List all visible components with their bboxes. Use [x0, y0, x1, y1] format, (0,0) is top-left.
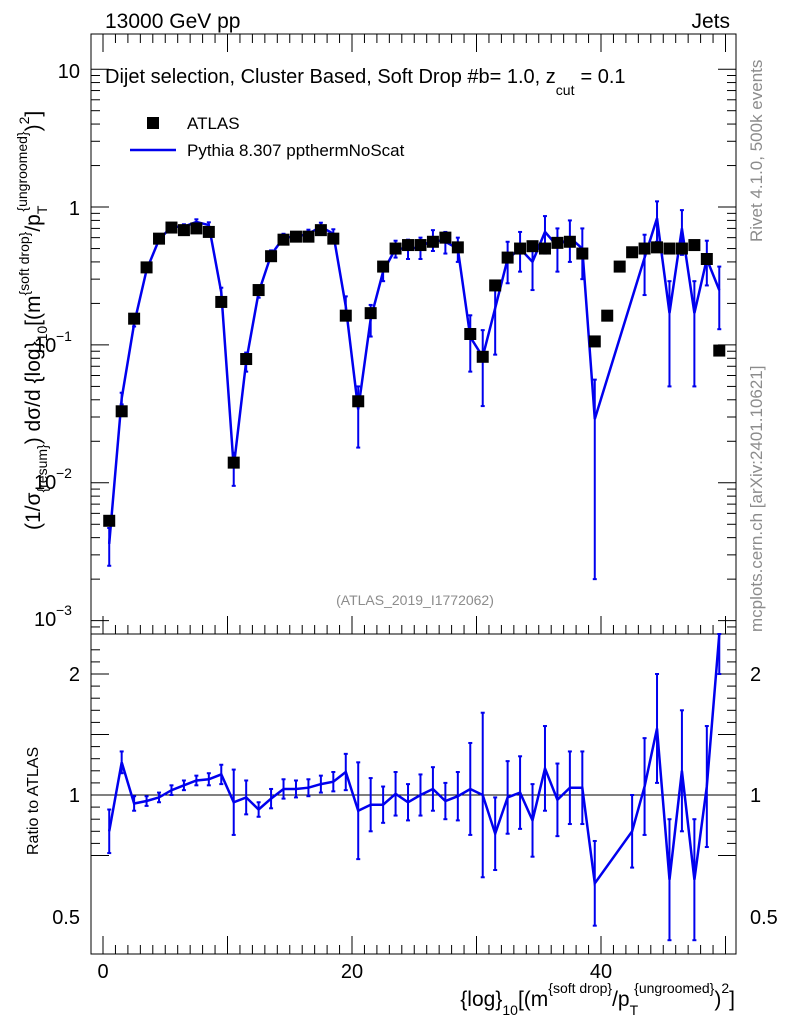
- atlas-point: [476, 350, 489, 363]
- atlas-point: [489, 279, 502, 292]
- atlas-point: [265, 250, 278, 263]
- header-jets-label: Jets: [691, 10, 730, 33]
- atlas-point: [526, 240, 539, 253]
- y-axis-label: (1/σ{resum}) dσ/d {log}10[(m{soft drop}/…: [14, 111, 50, 530]
- legend: ATLAS Pythia 8.307 ppthermNoScat: [130, 114, 405, 160]
- data-layer: [103, 200, 726, 942]
- ratio-plot-frame: [90, 633, 737, 955]
- ratio-y-axis-label: Ratio to ATLAS: [25, 747, 42, 855]
- ratio-tick-1-left: 1: [69, 785, 80, 807]
- atlas-point: [576, 247, 589, 260]
- legend-atlas-marker: [147, 117, 159, 129]
- atlas-point: [190, 222, 203, 235]
- atlas-point: [700, 252, 713, 265]
- atlas-point: [140, 261, 153, 274]
- atlas-point: [651, 241, 664, 254]
- atlas-point: [563, 235, 576, 248]
- svg-text:−2: −2: [56, 465, 72, 481]
- y-tick-0.1: 10 −1: [34, 328, 72, 357]
- atlas-point: [327, 232, 340, 245]
- y-tick-0.001: 10 −3: [34, 602, 72, 631]
- plot-title: Dijet selection, Cluster Based, Soft Dro…: [105, 66, 626, 98]
- svg-text:−3: −3: [56, 602, 72, 618]
- atlas-point: [252, 284, 265, 297]
- svg-text:10: 10: [34, 472, 56, 494]
- x-tick-0: 0: [97, 961, 108, 983]
- atlas-point: [202, 225, 215, 238]
- legend-atlas-label: ATLAS: [187, 114, 240, 133]
- main-axis-ticks: [91, 68, 736, 635]
- atlas-point: [439, 231, 452, 244]
- atlas-point: [601, 309, 614, 322]
- atlas-point: [613, 260, 626, 273]
- svg-text:10: 10: [34, 335, 56, 357]
- analysis-id-label: (ATLAS_2019_I1772062): [336, 592, 494, 608]
- atlas-point: [339, 309, 352, 322]
- atlas-point: [663, 242, 676, 255]
- atlas-point: [464, 328, 477, 340]
- atlas-point: [626, 246, 639, 259]
- rivet-version-label: Rivet 4.1.0, 500k events: [747, 60, 766, 242]
- atlas-point: [551, 236, 564, 249]
- y-tick-1: 1: [69, 198, 80, 220]
- ratio-tick-2-left: 2: [69, 664, 80, 686]
- atlas-point: [240, 353, 253, 366]
- atlas-point: [302, 230, 315, 243]
- atlas-point: [538, 242, 551, 255]
- atlas-point: [364, 307, 377, 320]
- mcplots-label: mcplots.cern.ch [arXiv:2401.10621]: [747, 366, 766, 632]
- atlas-point: [501, 251, 514, 264]
- x-axis-label: {log}10[(m{soft drop}/pT{ungroomed})2]: [460, 980, 735, 1018]
- svg-text:10: 10: [34, 609, 56, 631]
- atlas-point: [165, 221, 178, 234]
- ratio-line: [107, 633, 721, 887]
- atlas-point: [128, 312, 141, 325]
- atlas-point: [115, 405, 128, 418]
- atlas-point: [289, 230, 302, 243]
- x-tick-40: 40: [590, 961, 612, 983]
- y-tick-10: 10: [58, 61, 80, 83]
- svg-text:−1: −1: [56, 328, 72, 344]
- atlas-point: [713, 344, 726, 357]
- atlas-point: [377, 260, 390, 273]
- atlas-point: [227, 456, 240, 469]
- atlas-point: [153, 232, 166, 245]
- header-energy-label: 13000 GeV pp: [105, 10, 240, 33]
- atlas-point: [314, 224, 327, 237]
- atlas-point: [675, 242, 688, 255]
- pythia-line: [107, 217, 721, 545]
- atlas-point: [103, 514, 116, 527]
- atlas-point: [688, 239, 701, 252]
- y-tick-0.01: 10 −2: [34, 465, 72, 494]
- legend-pythia-label: Pythia 8.307 ppthermNoScat: [187, 141, 405, 160]
- atlas-point: [352, 395, 365, 408]
- atlas-point: [451, 241, 464, 254]
- atlas-point: [402, 239, 415, 252]
- ratio-tick-0.5-right: 0.5: [750, 907, 778, 929]
- atlas-point: [638, 242, 651, 255]
- x-tick-20: 20: [341, 961, 363, 983]
- ratio-tick-2-right: 2: [750, 664, 761, 686]
- x-axis-ticks: [102, 34, 726, 954]
- atlas-point: [277, 233, 290, 246]
- atlas-point: [389, 242, 402, 255]
- atlas-point: [215, 295, 228, 308]
- atlas-point: [426, 235, 439, 248]
- ratio-tick-0.5-left: 0.5: [52, 907, 80, 929]
- atlas-point: [514, 242, 527, 255]
- ratio-tick-1-right: 1: [750, 785, 761, 807]
- atlas-point: [177, 224, 190, 237]
- atlas-point: [414, 239, 427, 252]
- ratio-axis-ticks: [91, 649, 736, 856]
- atlas-point: [588, 335, 601, 348]
